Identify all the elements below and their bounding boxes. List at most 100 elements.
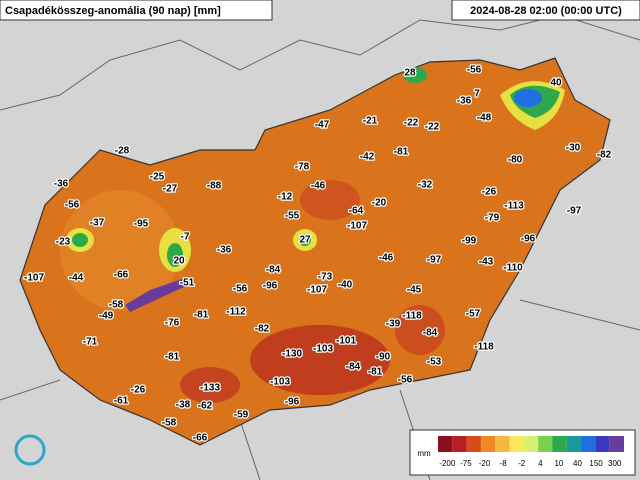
station-value: 20 xyxy=(173,256,185,267)
station-value: -107 xyxy=(24,273,44,284)
station-value: -53 xyxy=(427,357,442,368)
station-value: -96 xyxy=(285,397,300,408)
station-value: -130 xyxy=(282,349,302,360)
station-value: -45 xyxy=(407,285,422,296)
colorbar-cell xyxy=(552,436,567,452)
colorbar-cell xyxy=(466,436,481,452)
colorbar-cell xyxy=(452,436,467,452)
station-value: -56 xyxy=(233,284,248,295)
station-value: -96 xyxy=(263,281,278,292)
station-value: -61 xyxy=(114,396,129,407)
station-value: -28 xyxy=(115,146,130,157)
station-value: -51 xyxy=(180,278,195,289)
wet-area xyxy=(514,89,542,107)
lake xyxy=(125,278,195,312)
colorbar-cell xyxy=(509,436,524,452)
station-value: -101 xyxy=(336,336,356,347)
legend-tick: -200 xyxy=(439,459,456,468)
station-value: -90 xyxy=(376,352,391,363)
logo xyxy=(14,434,46,466)
colorbar-cell xyxy=(523,436,539,452)
station-value: -118 xyxy=(402,311,422,322)
station-value: -27 xyxy=(163,184,178,195)
dry-area xyxy=(250,325,390,395)
legend-unit: mm xyxy=(417,449,431,458)
station-value: -97 xyxy=(567,206,582,217)
station-value: -36 xyxy=(457,96,472,107)
station-value: -26 xyxy=(131,385,146,396)
station-value: -80 xyxy=(508,155,523,166)
station-value: -84 xyxy=(423,328,438,339)
station-value: 7 xyxy=(474,89,480,100)
station-value: -81 xyxy=(368,367,383,378)
title: Csapadékösszeg-anomália (90 nap) [mm] xyxy=(5,5,221,17)
station-value: -36 xyxy=(217,245,232,256)
colorbar-cell xyxy=(495,436,510,452)
wet-area xyxy=(403,67,427,83)
station-value: -81 xyxy=(394,147,409,158)
station-value: -12 xyxy=(278,192,293,203)
station-value: -56 xyxy=(467,65,482,76)
colorbar-cell xyxy=(438,436,453,452)
country xyxy=(19,57,611,446)
wet-area xyxy=(72,233,88,247)
station-value: -118 xyxy=(474,342,494,353)
station-value: -103 xyxy=(270,377,290,388)
station-value: -43 xyxy=(479,257,494,268)
station-value: -22 xyxy=(404,118,419,129)
station-value: -56 xyxy=(398,375,413,386)
station-value: -84 xyxy=(346,362,361,373)
colorbar-cell xyxy=(566,436,582,452)
time-box xyxy=(451,0,640,21)
station-value: -23 xyxy=(56,237,71,248)
station-value: -113 xyxy=(504,201,524,212)
colorbar-cell xyxy=(609,436,624,452)
station-value: -56 xyxy=(65,200,80,211)
station-value: -7 xyxy=(181,232,190,243)
dry-area xyxy=(395,305,445,355)
station-value: -66 xyxy=(114,270,129,281)
station-value: -20 xyxy=(372,198,387,209)
station-value: -39 xyxy=(386,319,401,330)
station-value: -58 xyxy=(109,300,124,311)
station-value: -40 xyxy=(338,280,353,291)
station-value: -82 xyxy=(255,324,270,335)
station-value: -26 xyxy=(482,187,497,198)
station-value: -25 xyxy=(150,172,165,183)
station-value: -36 xyxy=(54,179,69,190)
station-value: -84 xyxy=(266,265,281,276)
title-box xyxy=(0,0,273,21)
station-value: -78 xyxy=(295,162,310,173)
station-value: -66 xyxy=(193,433,208,444)
station-value: -107 xyxy=(347,221,367,232)
station-value: -95 xyxy=(134,219,149,230)
station-value: -103 xyxy=(313,344,333,355)
legend-tick: 40 xyxy=(573,459,582,468)
wet-area xyxy=(60,190,180,310)
timestamp: 2024-08-28 02:00 (00:00 UTC) xyxy=(470,5,622,17)
station-value: -30 xyxy=(566,143,581,154)
station-value: -49 xyxy=(99,311,114,322)
station-value: -37 xyxy=(90,218,105,229)
station-value: -21 xyxy=(363,116,378,127)
station-value: -42 xyxy=(360,152,375,163)
station-value: -82 xyxy=(597,150,612,161)
station-value: -46 xyxy=(379,253,394,264)
station-value: -112 xyxy=(226,307,246,318)
station-value: -76 xyxy=(165,318,180,329)
dry-area xyxy=(300,180,360,220)
station-value: -81 xyxy=(165,352,180,363)
station-value: -79 xyxy=(485,213,500,224)
station-value: -22 xyxy=(425,122,440,133)
legend-tick: -8 xyxy=(500,459,508,468)
station-value: -38 xyxy=(176,400,191,411)
station-value: -64 xyxy=(349,206,364,217)
station-value: -81 xyxy=(194,310,209,321)
station-value: -97 xyxy=(427,255,442,266)
station-value: -44 xyxy=(69,273,84,284)
legend-tick: 150 xyxy=(589,459,603,468)
legend-tick: 10 xyxy=(554,459,563,468)
colorbar-cell xyxy=(595,436,610,452)
